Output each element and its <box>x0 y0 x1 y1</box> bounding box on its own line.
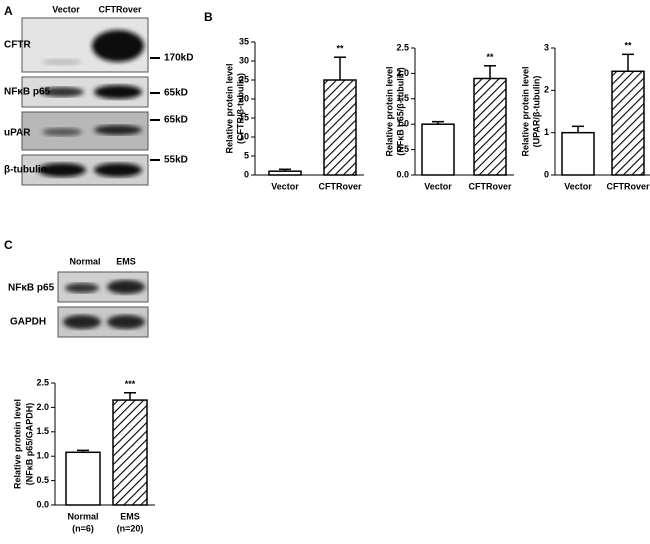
panel-label: B <box>204 10 213 24</box>
x-tick-label: Vector <box>564 181 592 191</box>
x-tick-label: Normal <box>67 511 98 521</box>
significance: ** <box>336 44 344 54</box>
significance: ** <box>486 52 494 62</box>
y-tick-label: 15 <box>239 112 249 122</box>
x-tick-note: (n=20) <box>117 523 144 533</box>
marker-label: 65kD <box>164 88 188 99</box>
marker-label: 170kD <box>164 53 193 64</box>
x-tick-label: EMS <box>120 511 140 521</box>
y-axis-label: (UPAR/β-tubulin) <box>531 76 541 148</box>
y-tick-label: 35 <box>239 36 249 46</box>
x-tick-note: (n=6) <box>72 523 94 533</box>
y-tick-label: 0.0 <box>396 169 409 179</box>
y-tick-label: 1 <box>544 127 549 137</box>
bar <box>65 451 101 506</box>
row-label: CFTR <box>4 40 31 51</box>
y-tick-label: 2.5 <box>36 377 49 387</box>
marker-label: 55kD <box>164 155 188 166</box>
x-tick-label: Vector <box>271 181 299 191</box>
panel-label: A <box>4 4 13 18</box>
y-tick-label: 20 <box>239 93 249 103</box>
y-tick-label: 1.0 <box>36 451 49 461</box>
significance: *** <box>125 379 136 389</box>
y-axis-label: Relative protein level <box>12 399 22 489</box>
lane-label: CFTRover <box>98 4 142 14</box>
y-tick-label: 2.0 <box>36 402 49 412</box>
bar <box>561 131 595 176</box>
bar <box>323 79 357 176</box>
blot <box>21 17 160 186</box>
x-tick-label: CFTRover <box>606 181 650 191</box>
row-label: uPAR <box>4 128 31 139</box>
y-tick-label: 10 <box>239 131 249 141</box>
y-tick-label: 1.0 <box>396 119 409 129</box>
y-axis-label: (CFTR/β-tubulin) <box>235 73 245 144</box>
y-axis-label: Relative protein level <box>224 63 234 153</box>
y-tick-label: 0.0 <box>36 499 49 509</box>
bar <box>421 123 455 176</box>
lane-label: Normal <box>69 256 100 266</box>
y-tick-label: 0.5 <box>396 144 409 154</box>
y-tick-label: 2 <box>544 85 549 95</box>
bar <box>112 399 148 506</box>
y-tick-label: 2.5 <box>396 42 409 52</box>
y-tick-label: 0.5 <box>36 475 49 485</box>
y-axis-label: (NFκB p65/β-tubulin) <box>395 67 405 156</box>
lane-label: EMS <box>116 256 136 266</box>
marker-label: 65kD <box>164 115 188 126</box>
row-label: β-tubulin <box>4 165 47 176</box>
x-tick-label: CFTRover <box>318 181 362 191</box>
y-tick-label: 2.0 <box>396 68 409 78</box>
x-tick-label: Vector <box>424 181 452 191</box>
blot <box>57 271 149 338</box>
lane-label: Vector <box>52 4 80 14</box>
y-tick-label: 5 <box>244 150 249 160</box>
y-axis-label: Relative protein level <box>520 66 530 156</box>
y-axis-label: (NFκB p65/GAPDH) <box>24 403 34 486</box>
bar <box>268 170 302 176</box>
row-label: NFκB p65 <box>4 87 51 98</box>
y-tick-label: 3 <box>544 42 549 52</box>
row-label: NFκB p65 <box>8 283 55 294</box>
y-tick-label: 1.5 <box>396 93 409 103</box>
significance: ** <box>624 41 632 51</box>
y-tick-label: 25 <box>239 74 249 84</box>
panel-label: C <box>4 238 13 252</box>
bar <box>473 77 507 176</box>
x-tick-label: CFTRover <box>468 181 512 191</box>
y-tick-label: 0 <box>544 169 549 179</box>
y-tick-label: 0 <box>244 169 249 179</box>
row-label: GAPDH <box>10 317 46 328</box>
bar <box>611 70 645 176</box>
y-tick-label: 1.5 <box>36 426 49 436</box>
y-tick-label: 30 <box>239 55 249 65</box>
y-axis-label: Relative protein level <box>384 66 394 156</box>
